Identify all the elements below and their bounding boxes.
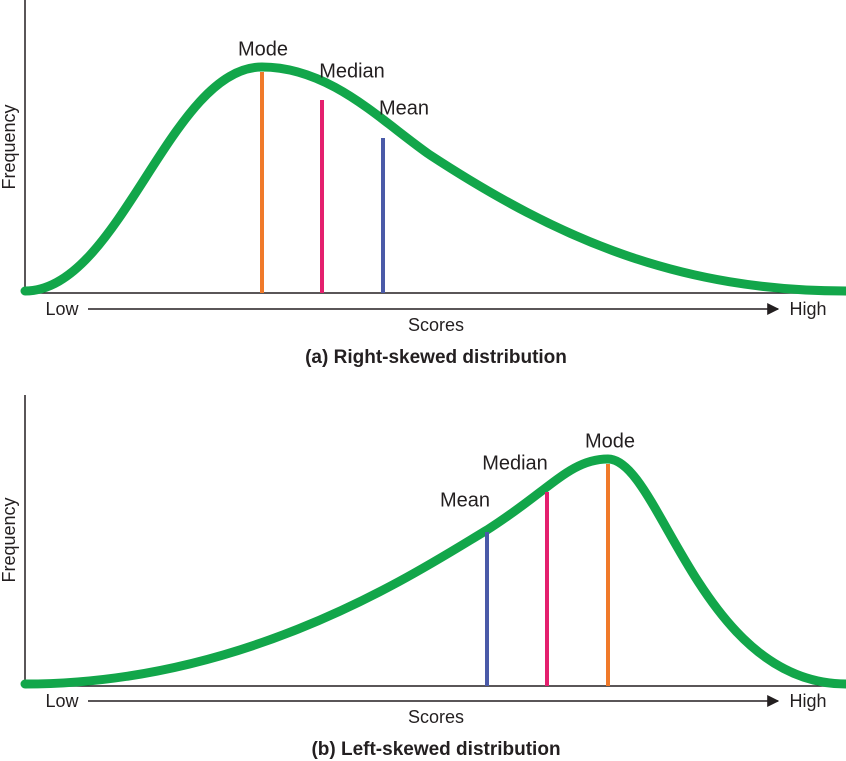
marker-label: Mode bbox=[238, 38, 288, 60]
x-axis-label: Scores bbox=[408, 315, 464, 335]
marker-label: Median bbox=[319, 60, 385, 82]
x-high-label: High bbox=[789, 691, 826, 711]
axes bbox=[24, 0, 846, 294]
x-high-label: High bbox=[789, 299, 826, 319]
caption: (b) Left-skewed distribution bbox=[311, 739, 560, 760]
panel-b: Mode Median Mean Frequency Low High Scor… bbox=[0, 395, 846, 760]
marker-label: Median bbox=[482, 452, 548, 474]
axes bbox=[24, 395, 846, 687]
marker-label: Mean bbox=[379, 97, 429, 119]
y-axis-label: Frequency bbox=[0, 104, 19, 189]
distribution-curve bbox=[20, 454, 846, 689]
x-axis-label: Scores bbox=[408, 707, 464, 727]
x-low-label: Low bbox=[45, 691, 79, 711]
caption: (a) Right-skewed distribution bbox=[305, 347, 567, 368]
distribution-curve bbox=[20, 62, 846, 296]
marker-label: Mode bbox=[585, 430, 635, 452]
y-axis-label: Frequency bbox=[0, 497, 19, 582]
panel-a: Mode Median Mean Frequency Low High Scor… bbox=[0, 0, 846, 368]
marker-label: Mean bbox=[440, 489, 490, 511]
x-low-label: Low bbox=[45, 299, 79, 319]
